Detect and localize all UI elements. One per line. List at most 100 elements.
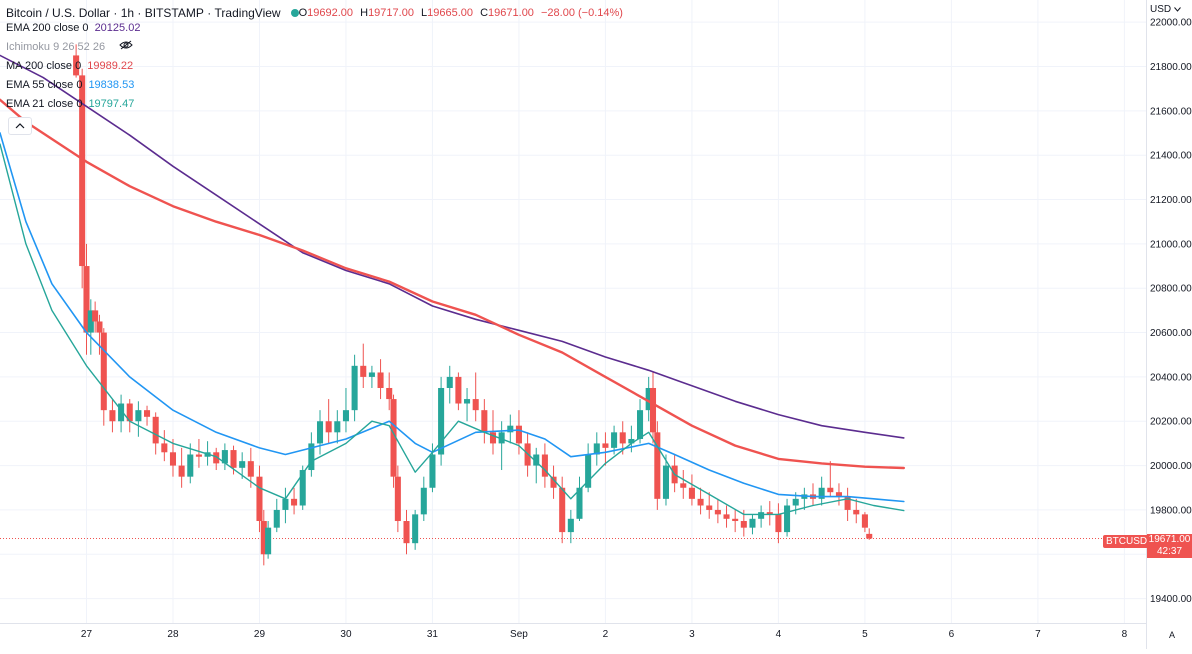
candle-body: [567, 518, 574, 533]
candle-body: [438, 387, 445, 455]
indicator-ema200[interactable]: EMA 200 close 0 20125.02: [0, 19, 627, 38]
auto-scale-button[interactable]: A: [1168, 630, 1175, 640]
ticker-badge: BTCUSD: [1103, 535, 1151, 548]
candle-body: [73, 55, 80, 76]
indicator-ichimoku[interactable]: Ichimoku 9 26 52 26: [0, 38, 627, 57]
candle-body: [784, 505, 791, 533]
candle-body: [260, 521, 267, 555]
candle-body: [135, 410, 142, 422]
candle-body: [420, 487, 427, 515]
candle-body: [861, 514, 868, 528]
high-label: H: [360, 6, 369, 19]
price-tick-label: 20800.00: [1150, 284, 1192, 295]
price-tick-label: 20000.00: [1150, 461, 1192, 472]
candle-body: [351, 365, 358, 411]
candle-body: [792, 498, 799, 506]
candle-body: [602, 443, 609, 448]
candle-body: [662, 465, 670, 499]
candle-body: [818, 487, 825, 499]
price-tick-label: 20400.00: [1150, 372, 1192, 383]
candle-body: [126, 403, 133, 422]
time-tick-label: Sep: [510, 629, 528, 640]
chevron-up-icon: [15, 123, 25, 129]
candle-body: [230, 450, 237, 468]
symbol-name[interactable]: Bitcoin / U.S. Dollar: [6, 5, 111, 20]
time-tick-label: 31: [427, 629, 439, 640]
chart-legend: Bitcoin / U.S. Dollar · 1h · BITSTAMP · …: [0, 0, 627, 114]
ema-21-close-0-line: [0, 143, 905, 516]
candle-body: [79, 75, 86, 267]
candle-body: [87, 310, 94, 333]
candle-body: [169, 452, 177, 466]
candle-body: [775, 514, 782, 533]
candle-body: [386, 387, 393, 400]
candle-body: [844, 496, 851, 510]
candle-body: [498, 432, 505, 444]
candle-body: [334, 421, 341, 433]
candle-body: [559, 487, 566, 533]
price-tick-label: 20200.00: [1150, 417, 1192, 428]
candle-body: [282, 498, 289, 510]
candle-body: [195, 454, 202, 457]
candle-body: [273, 509, 280, 528]
candle-body: [688, 487, 695, 499]
candle-body: [92, 310, 99, 322]
candle-body: [325, 421, 332, 433]
low-value: 19665.00: [427, 6, 474, 19]
candle-body: [394, 476, 401, 522]
indicator-value: 19838.53: [88, 79, 135, 91]
time-tick-label: 28: [167, 629, 179, 640]
indicator-ma200[interactable]: MA 200 close 0 19989.22: [0, 57, 627, 76]
price-tick-label: 21000.00: [1150, 239, 1192, 250]
candle-body: [835, 492, 842, 497]
eye-hidden-icon[interactable]: [119, 38, 133, 57]
candle-body: [178, 465, 185, 477]
indicator-ema55[interactable]: EMA 55 close 0 19838.53: [0, 76, 627, 95]
candle-body: [593, 443, 600, 455]
candle-body: [377, 372, 384, 388]
candle-body: [853, 509, 860, 515]
close-label: C: [480, 6, 489, 19]
price-tick-label: 21200.00: [1150, 195, 1192, 206]
candle-body: [360, 365, 367, 377]
candle-body: [827, 487, 834, 493]
candle-body: [541, 454, 548, 477]
candle-body: [723, 514, 730, 519]
collapse-legend-button[interactable]: [8, 117, 32, 135]
candle-body: [550, 476, 557, 488]
close-value: 19671.00: [488, 6, 534, 19]
ma-200-close-0-line: [0, 98, 905, 470]
candle-body: [489, 432, 497, 444]
open-value: 19692.00: [307, 6, 354, 19]
candle-body: [83, 266, 90, 333]
market-status-icon[interactable]: [290, 9, 299, 17]
candle-body: [697, 498, 704, 506]
currency-selector[interactable]: USD: [1150, 4, 1181, 15]
candle-body: [247, 461, 254, 477]
time-tick-label: 30: [340, 629, 352, 640]
candle-body: [412, 514, 419, 544]
bar-countdown: 42:37: [1156, 546, 1183, 557]
time-tick-label: 29: [254, 629, 266, 640]
candle-body: [109, 410, 116, 422]
candle-body: [299, 470, 306, 506]
ema-200-close-0-line: [0, 54, 905, 439]
candle-body: [213, 452, 220, 464]
indicator-value: 19797.47: [88, 98, 135, 110]
interval-label[interactable]: 1h: [120, 5, 135, 20]
indicator-ema21[interactable]: EMA 21 close 0 19797.47: [0, 95, 627, 114]
indicator-name: MA 200 close 0: [6, 60, 82, 72]
candle-body: [649, 387, 657, 433]
price-tick-label: 19800.00: [1150, 505, 1192, 516]
candle-body: [446, 376, 453, 388]
candle-body: [100, 332, 107, 411]
currency-label: USD: [1150, 4, 1172, 15]
candle-body: [239, 461, 246, 468]
price-tick-label: 21600.00: [1150, 106, 1192, 117]
time-tick-label: 5: [862, 629, 868, 640]
candle-body: [144, 410, 151, 417]
price-tick-label: 20600.00: [1150, 328, 1192, 339]
candle-body: [766, 512, 773, 515]
